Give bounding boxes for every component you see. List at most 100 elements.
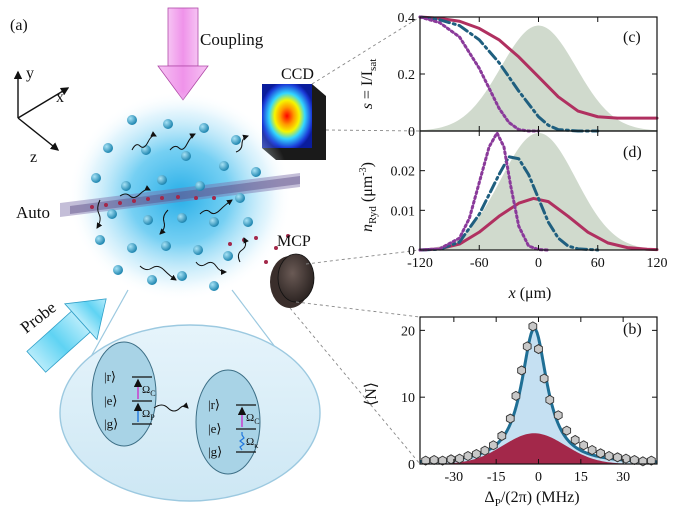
panel-d-ylabel: nRyd (μm-3) <box>358 162 379 232</box>
atom1-g: |g⟩ <box>104 416 118 431</box>
panel-d-xtick-label: -60 <box>470 256 489 271</box>
panel-c-ylabel: s = I/Isat <box>359 59 379 110</box>
panel-b-data-point <box>596 448 605 459</box>
panel-label-d: (d) <box>623 144 642 161</box>
panel-b-ylabel: ⟨N⟩ <box>363 382 380 406</box>
panel-b-data-point <box>570 434 580 445</box>
panel-b-data-point <box>511 390 521 401</box>
panel-b-ytick-label: 0 <box>408 458 415 473</box>
atom2-r: |r⟩ <box>208 397 220 412</box>
panel-b-xtick-label: 0 <box>535 470 542 485</box>
svg-text:ΩP: ΩP <box>142 408 155 422</box>
panel-b-ytick-label: 10 <box>401 391 415 406</box>
panel-b-data-point <box>480 445 490 456</box>
panel-b-data-point <box>604 450 614 461</box>
svg-text:ΩC: ΩC <box>246 412 260 426</box>
svg-text:ΩC: ΩC <box>142 384 156 398</box>
axis-z-label: z <box>30 149 37 166</box>
panel-b-component-fill <box>420 433 657 464</box>
panel-c-ytick-label: 0.4 <box>398 11 416 26</box>
panel-d-ytick-label: 0.01 <box>391 204 416 219</box>
panel-d-xtick-label: 120 <box>647 256 668 271</box>
auto-label: Auto <box>16 203 50 222</box>
panel-b-data-point <box>647 455 656 466</box>
panel-b-fit-fill <box>420 328 657 464</box>
panel-b-xtick-label: -30 <box>445 470 464 485</box>
atom1-omega-p: Ω <box>142 408 150 420</box>
atom2-e: |e⟩ <box>208 421 221 436</box>
coupling-beam-arrow <box>157 7 209 101</box>
panel-b-data-point <box>421 455 430 466</box>
panel-d-xtick-label: 60 <box>591 256 605 271</box>
panel-b-data-point <box>429 454 439 466</box>
panel-b-data-point <box>534 344 543 355</box>
panel-b-data-point <box>517 365 526 376</box>
panel-b-data-point <box>613 452 622 463</box>
panel-c-ytick-label: 0.2 <box>398 68 416 83</box>
axis-y-label: y <box>26 65 34 82</box>
panel-d-density-profile <box>420 132 657 250</box>
atom1-levels <box>91 341 157 447</box>
panel-b-data-point <box>472 448 481 459</box>
atom1-omega-c-sub: C <box>150 389 155 398</box>
svg-text:Ωκ: Ωκ <box>246 436 258 450</box>
atom1-omega-c: Ω <box>142 384 150 396</box>
atom2-omega-c: Ω <box>246 412 254 424</box>
panel-b-xtick-label: 15 <box>574 470 588 485</box>
panel-b-data-point <box>528 321 538 332</box>
panel-c-series-dotted <box>418 15 540 133</box>
panel-b-data-point <box>505 413 515 424</box>
panel-b-data-point <box>579 440 588 451</box>
atoms <box>91 115 261 291</box>
panel-d-xlabel: x (μm) <box>508 285 552 302</box>
connector-lines <box>289 16 421 465</box>
emission-arrows <box>96 131 249 281</box>
atom2-g: |g⟩ <box>208 444 222 459</box>
axes-icon <box>13 70 70 151</box>
panel-d-series-dashdot <box>418 155 600 252</box>
panel-b-data-point <box>621 453 631 464</box>
panel-b-data-point <box>545 394 555 405</box>
panel-b-data-point <box>489 440 498 451</box>
panel-c-series-dashdot <box>418 15 600 133</box>
panel-c-series-solid <box>418 15 659 120</box>
ccd-label: CCD <box>281 66 314 83</box>
panel-d-ytick-label: 0 <box>408 244 415 259</box>
schematic-panel: (a) y x z Coupling CCD Auto <box>10 7 326 502</box>
atom2-omega-k: Ω <box>246 436 254 448</box>
panel-b-xtick-label: -15 <box>487 470 506 485</box>
panel-d-series-dotted <box>418 131 550 252</box>
panel-c-ytick-label: 0 <box>408 125 415 140</box>
panel-label-b: (b) <box>623 321 642 338</box>
panel-d-xtick-label: 0 <box>535 256 542 271</box>
panel-b-data-point <box>553 410 563 421</box>
atom1-r: |r⟩ <box>104 369 116 384</box>
panel-d-chart: 0 0.01 0.02 -120 -60 0 60 120 <box>391 130 668 271</box>
panel-d-ytick-label: 0.02 <box>391 165 416 180</box>
panel-b-data-point <box>539 373 549 384</box>
auto-beam <box>60 173 300 217</box>
atom2-levels <box>195 369 261 475</box>
atom1-omega-p-sub: P <box>150 413 155 422</box>
mcp-detector <box>270 253 315 308</box>
probe-beam-arrow <box>26 298 107 373</box>
panel-b-xtick-label: 30 <box>616 470 630 485</box>
ccd-camera <box>262 84 326 160</box>
panel-b-ytick-label: 20 <box>401 324 415 339</box>
panel-b-data-point <box>463 450 473 461</box>
panel-b-data-point <box>587 444 597 455</box>
panel-b-data-point <box>522 341 532 352</box>
panel-c-chart: 0 0.2 0.4 <box>398 11 659 140</box>
panel-label-c: (c) <box>623 29 641 46</box>
panel-b-data-point <box>455 453 464 464</box>
panel-b-data-point <box>438 455 447 466</box>
panel-b-data-point <box>497 430 507 441</box>
mcp-label: MCP <box>277 233 311 250</box>
auto-dots <box>90 195 290 264</box>
panel-b-xlabel: ΔP/(2π) (MHz) <box>484 489 579 509</box>
atom2-omega-c-sub: C <box>254 417 259 426</box>
panel-d-series-solid <box>418 196 659 252</box>
panel-b-data-point <box>562 425 572 436</box>
panel-b-data-point <box>630 454 639 466</box>
